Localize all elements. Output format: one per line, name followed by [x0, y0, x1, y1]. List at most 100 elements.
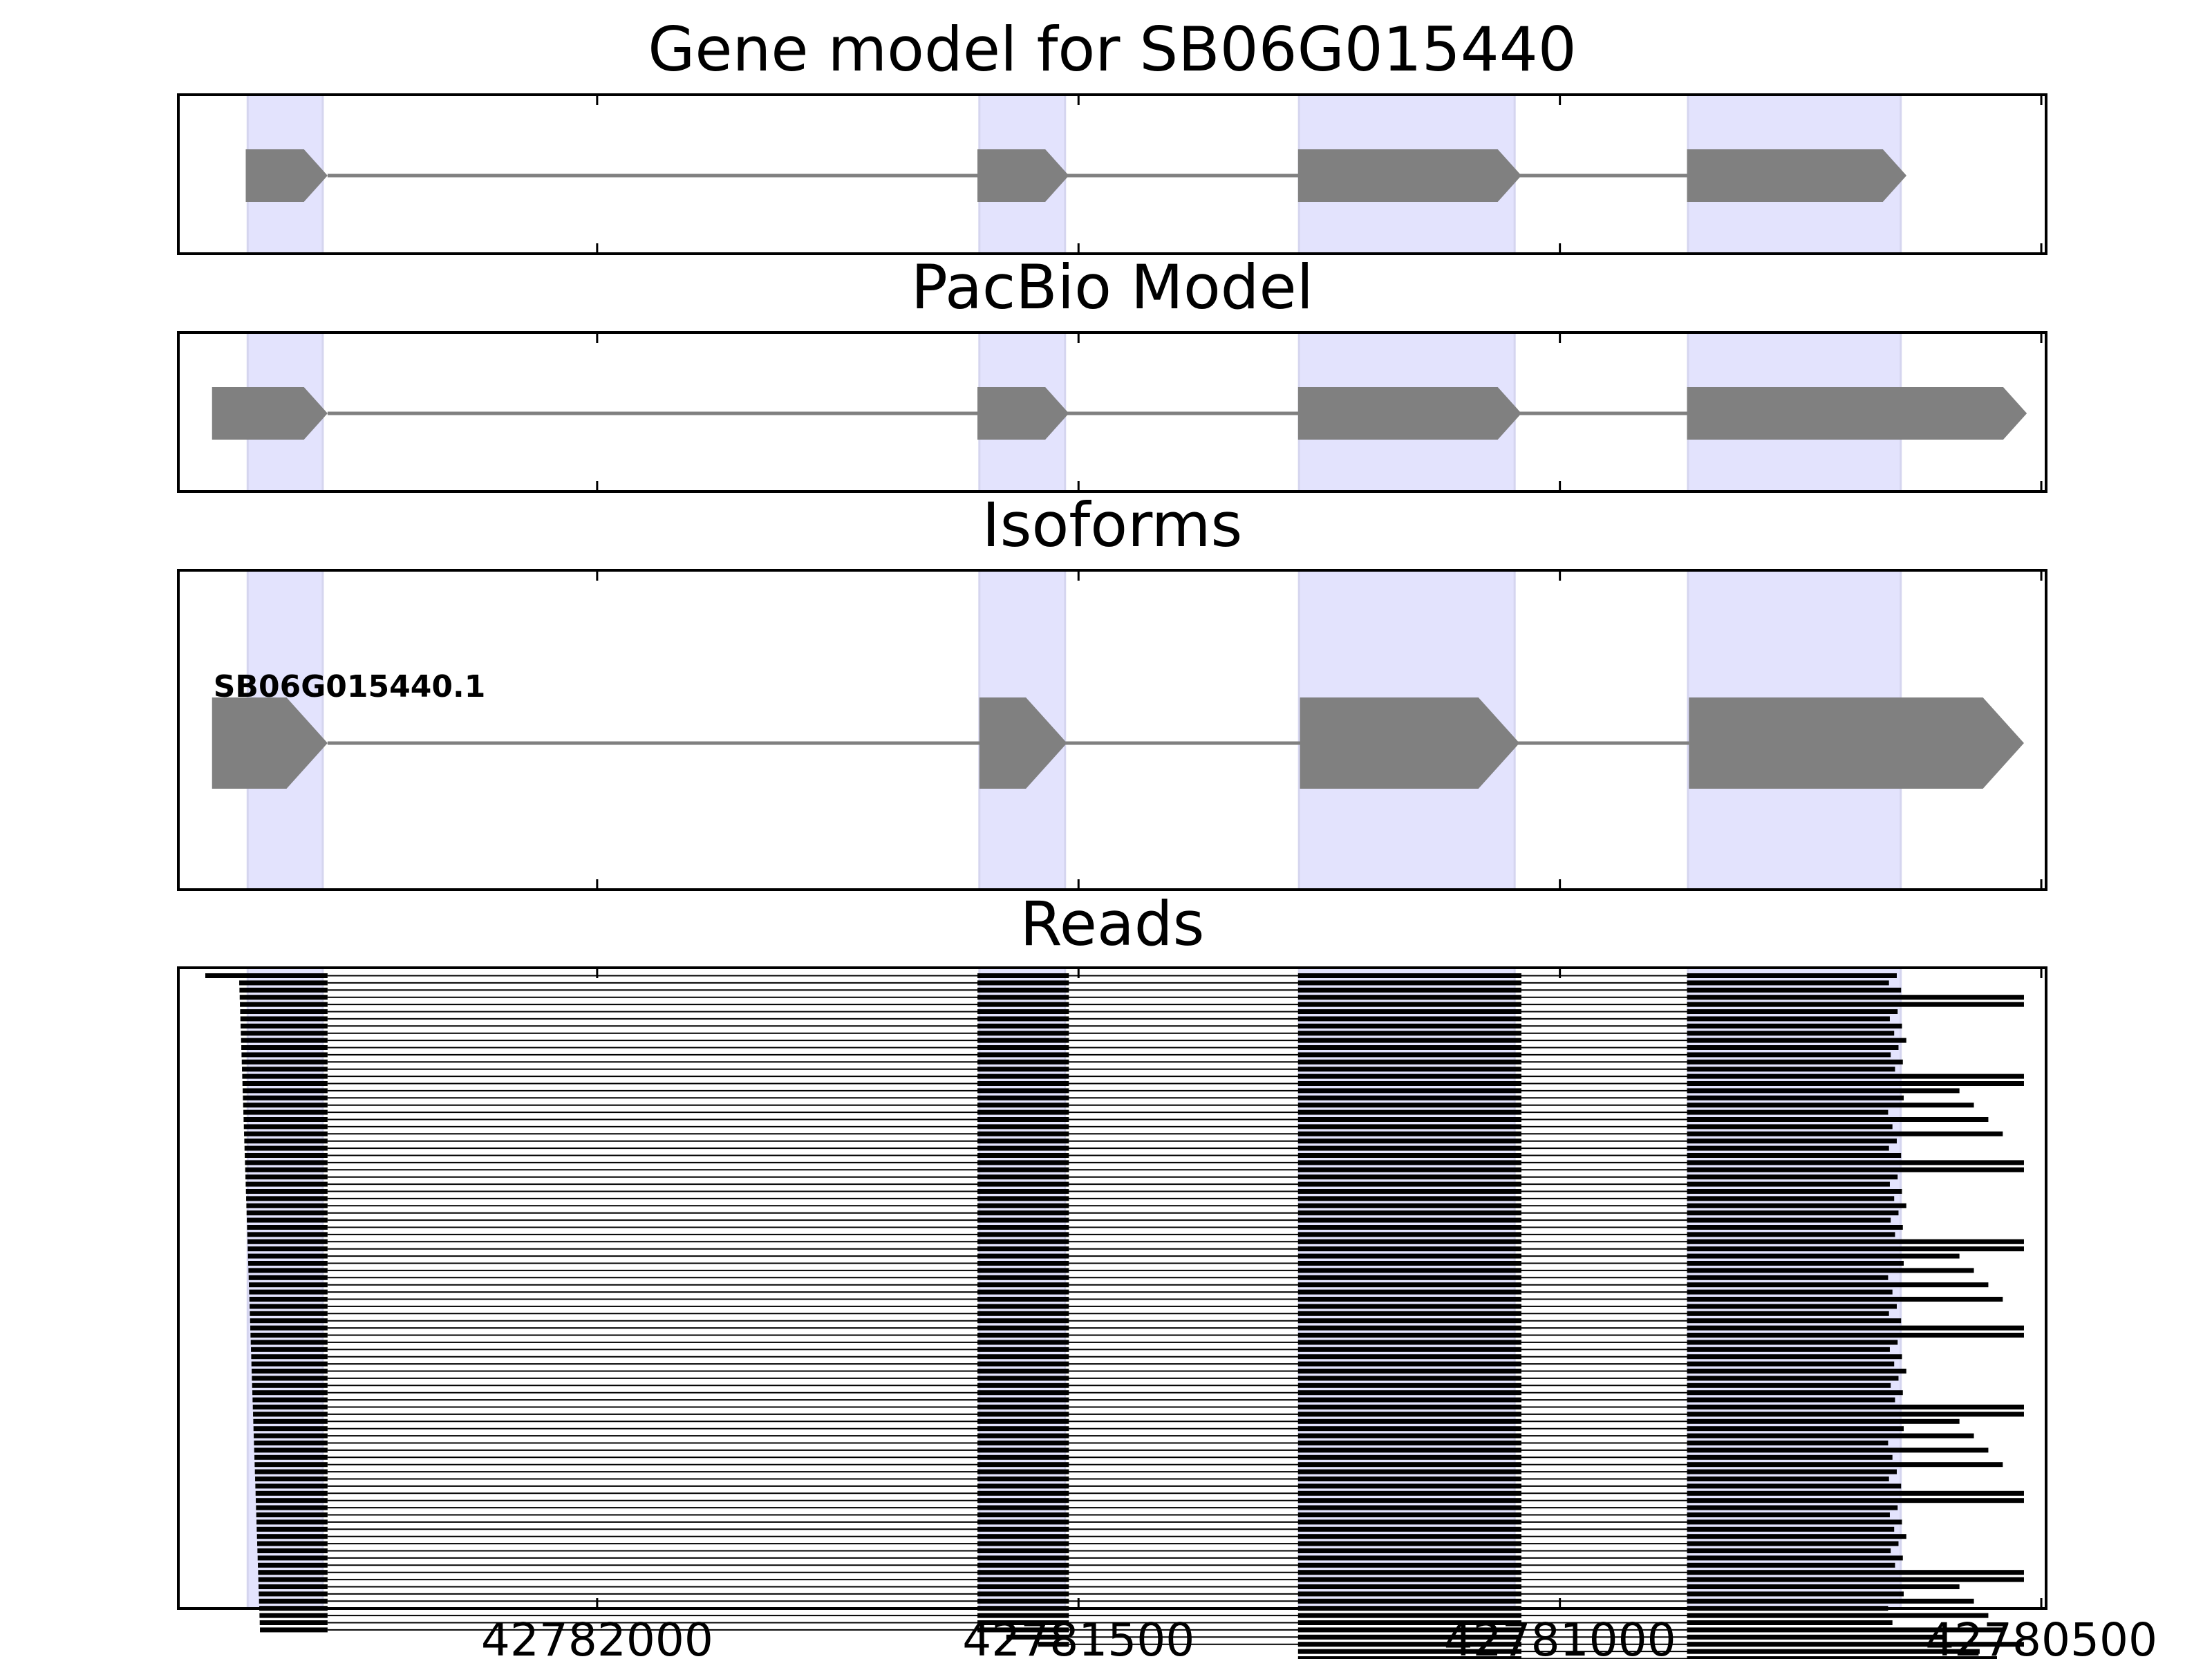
read-49-block-1	[250, 1318, 328, 1324]
read-15-block-1	[242, 1074, 328, 1079]
read-36-block-4	[1687, 1225, 1903, 1230]
read-90-block-4	[1687, 1613, 1989, 1618]
read-47	[250, 1304, 1897, 1309]
read-61	[252, 1405, 2024, 1409]
read-62-block-2	[977, 1412, 1069, 1417]
read-52-block-4	[1687, 1340, 1898, 1345]
read-24-block-1	[244, 1138, 328, 1144]
read-80-block-3	[1297, 1541, 1521, 1546]
read-57-block-4	[1687, 1376, 1899, 1381]
read-82-block-1	[257, 1555, 328, 1561]
read-73	[255, 1490, 2024, 1496]
read-67-block-3	[1297, 1447, 1521, 1453]
read-66-block-4	[1687, 1441, 1888, 1445]
read-42-block-2	[977, 1268, 1069, 1273]
read-9	[241, 1031, 1895, 1036]
read-42-block-1	[248, 1268, 328, 1273]
read-44-block-4	[1687, 1282, 1989, 1288]
read-67	[254, 1447, 1989, 1453]
read-9-block-2	[977, 1031, 1069, 1036]
read-94-block-3	[1687, 1642, 2024, 1647]
read-37	[247, 1232, 1895, 1237]
read-21-block-1	[243, 1117, 328, 1122]
read-2-block-1	[239, 980, 328, 986]
read-26-block-2	[977, 1153, 1069, 1158]
read-52	[250, 1340, 1898, 1345]
read-58-block-4	[1687, 1382, 1891, 1388]
read-31-block-2	[977, 1189, 1069, 1194]
read-21-block-2	[977, 1117, 1069, 1122]
read-9-block-3	[1297, 1031, 1521, 1036]
read-43-block-4	[1687, 1275, 1888, 1280]
read-70-block-1	[254, 1469, 328, 1474]
read-13-block-2	[977, 1059, 1069, 1065]
read-39-block-2	[977, 1246, 1069, 1252]
read-38	[247, 1239, 2024, 1244]
read-93-block-1	[1006, 1634, 1069, 1640]
read-8	[241, 1023, 1902, 1029]
read-2	[239, 980, 1889, 986]
read-77-block-2	[977, 1519, 1069, 1525]
read-44-block-1	[249, 1282, 328, 1288]
read-22	[243, 1124, 1893, 1130]
isoforms-panel: Isoforms SB06G015440.1	[177, 489, 2047, 891]
read-33-block-1	[246, 1203, 328, 1208]
read-48-block-4	[1687, 1311, 1889, 1316]
read-16-block-3	[1297, 1081, 1521, 1086]
read-16	[242, 1081, 2024, 1086]
read-45-block-1	[249, 1289, 328, 1295]
read-68-block-1	[254, 1454, 328, 1460]
read-12-block-2	[977, 1052, 1069, 1058]
read-74-block-2	[977, 1498, 1069, 1503]
read-1	[205, 973, 1897, 978]
read-35-block-4	[1687, 1217, 1891, 1223]
read-72	[255, 1483, 1902, 1489]
read-87-block-4	[1687, 1591, 1904, 1597]
read-5-block-1	[240, 1002, 328, 1007]
read-53-block-1	[251, 1347, 328, 1352]
read-78-block-3	[1297, 1526, 1521, 1532]
read-16-block-1	[242, 1081, 328, 1086]
read-64-block-2	[977, 1426, 1069, 1432]
read-6-block-1	[240, 1009, 328, 1014]
read-53-block-2	[977, 1347, 1069, 1352]
gene-model-exon-2	[977, 149, 1069, 202]
gene-model-exon-3	[1297, 149, 1521, 202]
read-71-block-4	[1687, 1477, 1889, 1481]
read-82-block-2	[977, 1555, 1069, 1561]
read-61-block-3	[1297, 1405, 1521, 1409]
read-76-block-1	[256, 1512, 328, 1517]
read-69-block-2	[977, 1462, 1069, 1468]
read-3-block-2	[977, 987, 1069, 993]
read-79-block-2	[977, 1534, 1069, 1539]
read-41-block-1	[248, 1261, 328, 1266]
read-75	[256, 1505, 1898, 1510]
read-26-block-4	[1687, 1153, 1902, 1158]
gene-model-frame	[177, 93, 2047, 255]
read-66-block-1	[254, 1441, 328, 1445]
read-17-block-3	[1297, 1088, 1521, 1094]
read-48-block-2	[977, 1311, 1069, 1316]
isoforms-exon-4	[1689, 697, 2024, 789]
read-13	[241, 1059, 1903, 1065]
read-37-block-1	[247, 1232, 328, 1237]
read-61-block-1	[252, 1405, 328, 1409]
read-95-block-1	[1297, 1649, 1521, 1654]
read-56-block-2	[977, 1369, 1069, 1374]
reads-title: Reads	[1020, 888, 1205, 959]
read-5-block-3	[1297, 1002, 1521, 1007]
read-50-block-3	[1297, 1325, 1521, 1331]
read-53	[251, 1347, 1890, 1352]
read-23-block-1	[244, 1131, 328, 1136]
read-39-block-3	[1297, 1246, 1521, 1252]
read-59-block-4	[1687, 1390, 1903, 1396]
read-39-block-4	[1687, 1246, 2024, 1252]
read-68-block-3	[1297, 1454, 1521, 1460]
read-56-block-1	[252, 1369, 328, 1374]
read-22-block-3	[1297, 1124, 1521, 1130]
read-43	[248, 1275, 1888, 1280]
read-81-block-2	[977, 1548, 1069, 1553]
read-30	[245, 1181, 1890, 1187]
read-11-block-2	[977, 1045, 1069, 1050]
read-52-block-2	[977, 1340, 1069, 1345]
